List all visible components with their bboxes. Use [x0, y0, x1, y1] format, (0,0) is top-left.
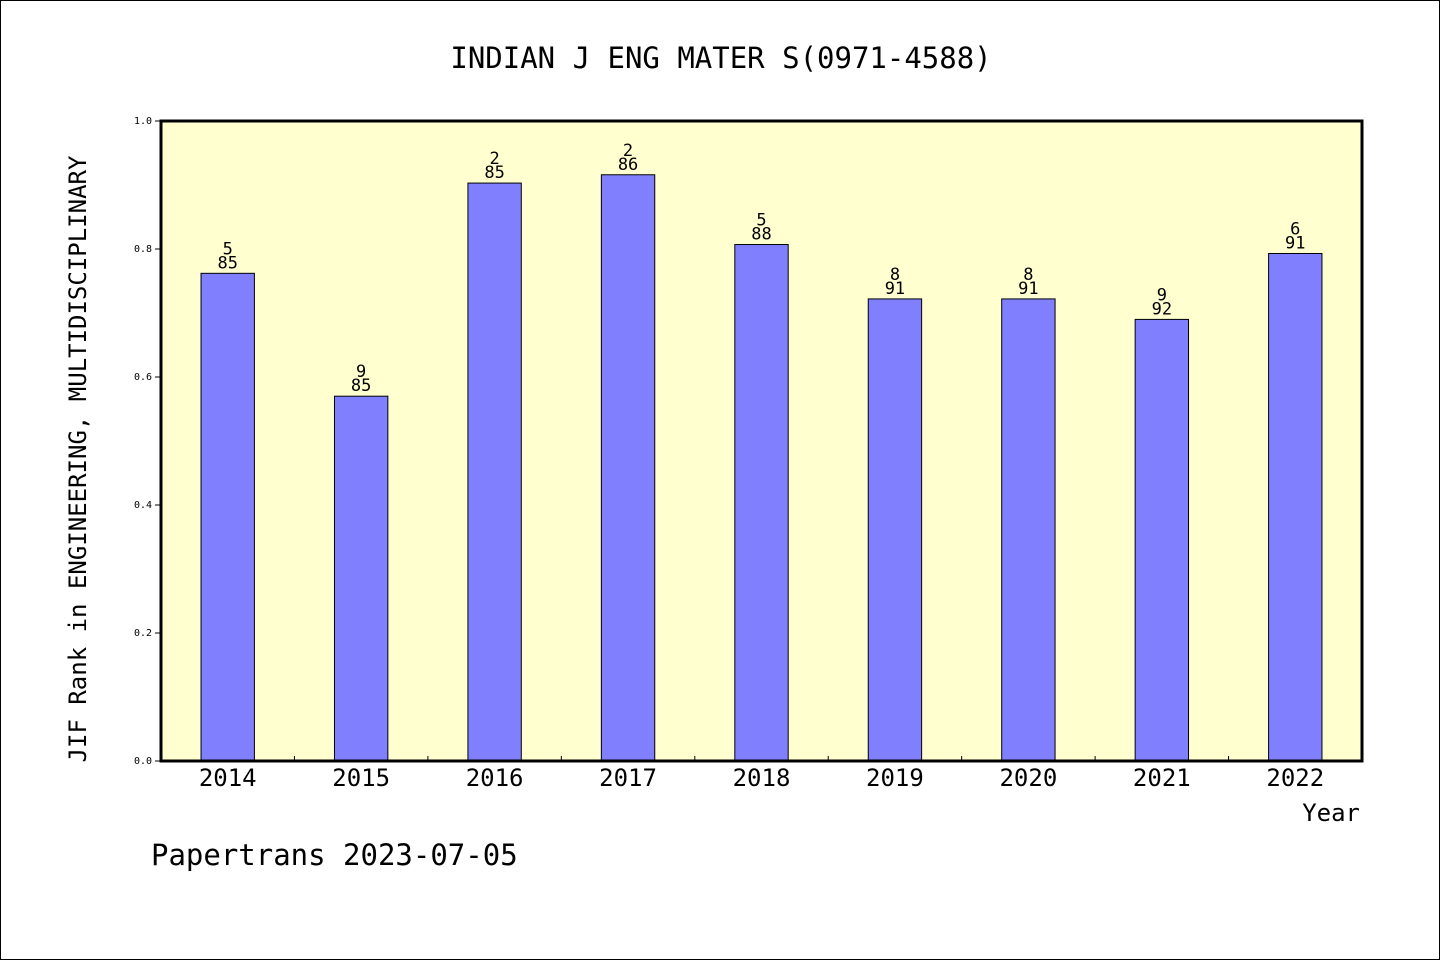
- bar-total-label: 91: [1018, 279, 1038, 299]
- x-tick-label: 2014: [199, 764, 257, 792]
- bar-total-label: 88: [751, 225, 771, 245]
- y-tick-label: 0.4: [134, 500, 152, 511]
- bar-2015: [333, 395, 389, 762]
- x-tick-label: 2021: [1133, 764, 1191, 792]
- y-tick-label: 0.6: [134, 372, 152, 383]
- x-tick-label: 2017: [599, 764, 657, 792]
- bar-2014: [200, 272, 255, 762]
- bar-total-label: 91: [885, 279, 905, 299]
- bar-rank-label: 5: [223, 239, 233, 259]
- y-tick-label: 0.8: [134, 244, 152, 255]
- bar-total-label: 85: [217, 253, 237, 273]
- x-tick-label: 2019: [866, 764, 924, 792]
- bar-2022: [1268, 252, 1323, 762]
- bar-rank-label: 9: [356, 362, 366, 382]
- x-tick-label: 2015: [332, 764, 390, 792]
- bar-rank-label: 8: [890, 265, 900, 285]
- bars: [200, 174, 1323, 762]
- bar-total-label: 92: [1152, 299, 1172, 319]
- bar-total-label: 85: [484, 163, 504, 183]
- bar-total-label: 91: [1285, 233, 1305, 253]
- bar-rank-label: 5: [756, 211, 766, 231]
- y-axis-label: JIF Rank in ENGINEERING, MULTIDISCIPLINA…: [64, 155, 92, 762]
- bar-total-label: 86: [618, 155, 638, 175]
- bar-2016: [467, 182, 522, 762]
- x-tick-label: 2020: [999, 764, 1057, 792]
- chart-title: INDIAN J ENG MATER S(0971-4588): [450, 41, 991, 75]
- x-axis-label: Year: [1302, 799, 1360, 827]
- plot-border: [159, 119, 1364, 763]
- x-axis: 2014 2015 2016 2017 2018 2019 2020 2021 2022: [199, 756, 1324, 792]
- bar-2019: [867, 298, 923, 762]
- bar-2018: [734, 244, 789, 762]
- bar-rank-label: 9: [1157, 285, 1167, 305]
- y-tick-label: 0.2: [134, 628, 152, 639]
- bar-rank-label: 2: [623, 141, 633, 161]
- bar-rank-label: 2: [489, 149, 499, 169]
- y-tick-label: 0.0: [134, 756, 152, 767]
- bar-2020: [1001, 298, 1056, 762]
- x-tick-label: 2022: [1266, 764, 1324, 792]
- footer-stamp: Papertrans 2023-07-05: [151, 838, 518, 872]
- y-tick-label: 1.0: [134, 116, 152, 127]
- x-tick-label: 2018: [733, 764, 791, 792]
- bar-2017: [600, 174, 656, 762]
- x-tick-label: 2016: [466, 764, 524, 792]
- bar-total-label: 85: [351, 376, 371, 396]
- bar-rank-label: 8: [1023, 265, 1033, 285]
- bar-rank-label: 6: [1290, 219, 1300, 239]
- bar-2021: [1134, 318, 1190, 762]
- y-axis: 0.0 0.2 0.4 0.6 0.8 1.0: [134, 116, 161, 767]
